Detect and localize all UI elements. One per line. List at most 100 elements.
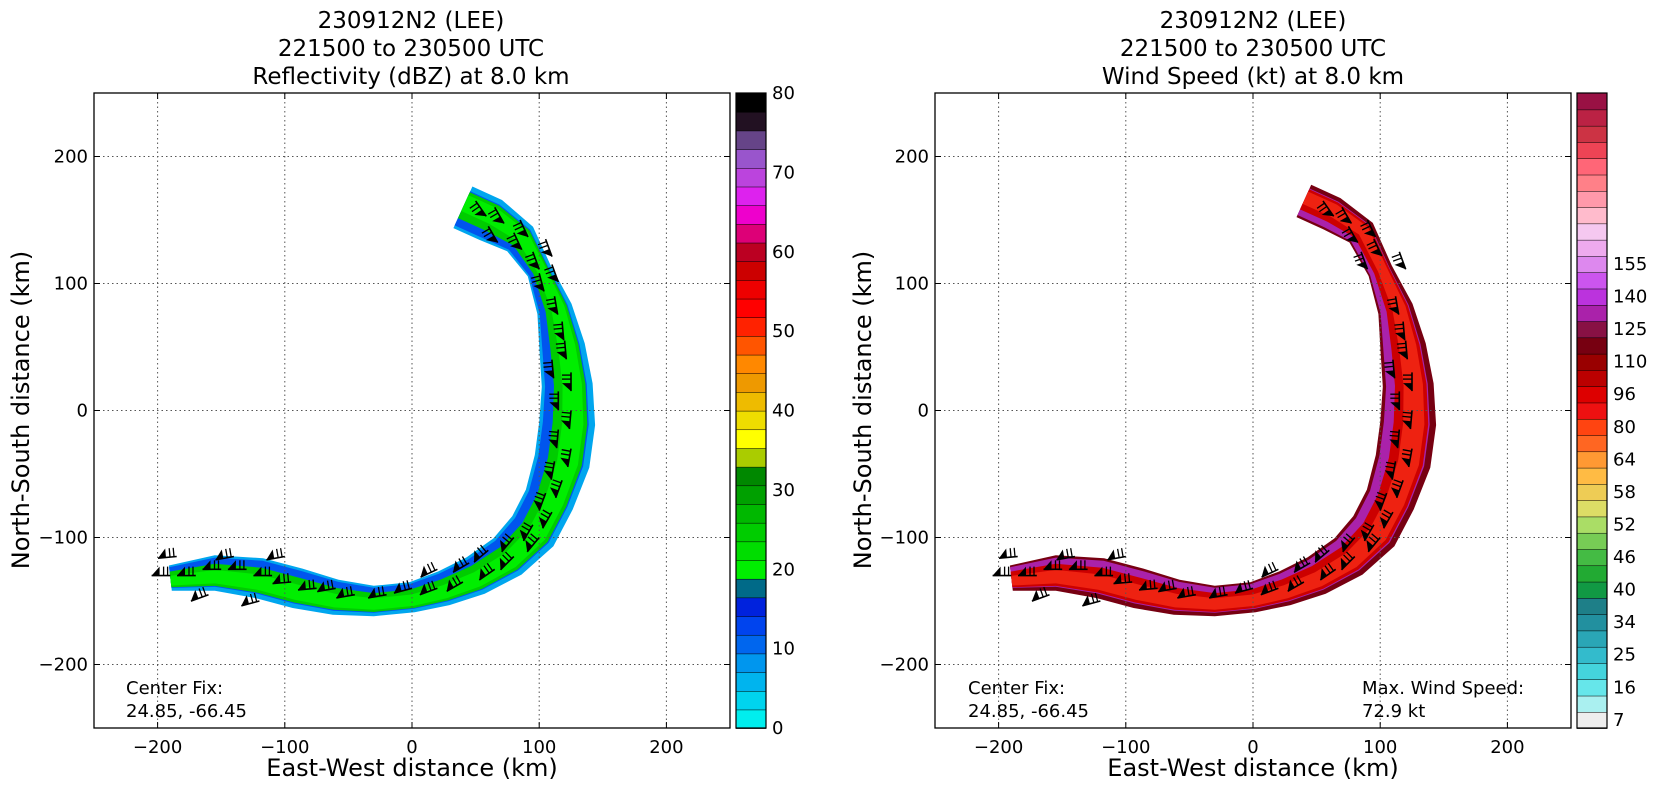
center-fix-label: Center Fix: — [126, 678, 223, 699]
colorbar-swatch — [735, 186, 767, 206]
wind-barb — [266, 548, 285, 561]
colorbar-swatch — [1576, 483, 1608, 501]
colorbar-swatch — [735, 671, 767, 692]
wind-barb — [1316, 200, 1335, 217]
wind-barb — [241, 592, 260, 607]
x-tick-label: 100 — [522, 737, 556, 758]
x-tick-label: −200 — [133, 737, 182, 758]
colorbar-swatch — [1576, 271, 1608, 290]
colorbar-swatch — [1576, 402, 1608, 420]
x-axis-label: East-West distance (km) — [266, 754, 557, 782]
wind-barb — [336, 586, 355, 599]
colorbar-swatch — [1576, 613, 1608, 632]
wind-barb — [227, 560, 247, 571]
colorbar-swatch — [735, 522, 767, 543]
wind-barb — [367, 586, 387, 599]
colorbar-swatch — [735, 653, 767, 673]
colorbar-swatch — [735, 709, 767, 729]
colorbar-swatch — [735, 428, 767, 449]
x-tick-label: 200 — [1490, 737, 1524, 758]
wind-barb — [1391, 251, 1407, 270]
colorbar-swatch — [1576, 662, 1608, 680]
wind-barb — [1374, 491, 1388, 511]
center-fix-label: Center Fix: — [968, 678, 1065, 699]
wind-barb — [506, 232, 523, 251]
wind-barb — [202, 560, 222, 571]
colorbar-tick-label: 34 — [1613, 612, 1636, 633]
colorbar-swatch — [735, 690, 767, 711]
wind-barb — [253, 566, 273, 577]
wind-barb — [1293, 556, 1311, 573]
colorbar-swatch — [735, 447, 767, 468]
colorbar-swatch — [1576, 678, 1608, 697]
colorbar-swatch — [1576, 532, 1608, 550]
colorbar-swatch — [1576, 206, 1608, 225]
wind-barb — [1360, 219, 1377, 238]
wind-barb — [538, 509, 553, 529]
colorbar-tick-label: 110 — [1613, 352, 1647, 373]
y-tick-label: 0 — [77, 401, 88, 422]
colorbar-swatch — [735, 298, 767, 318]
wind-barb — [1056, 548, 1076, 561]
colorbar-tick-label: 70 — [772, 162, 795, 183]
y-tick-label: −200 — [880, 655, 929, 676]
title-line-3: Wind Speed (kt) at 8.0 km — [1102, 64, 1404, 90]
wind-barb — [157, 547, 177, 559]
colorbar-swatch — [1576, 385, 1608, 404]
wind-barbs — [992, 200, 1413, 607]
colorbar-tick-label: 96 — [1613, 384, 1636, 405]
wind-barb — [1391, 479, 1404, 499]
colorbar-tick-label: 30 — [772, 480, 795, 501]
colorbar-swatch — [735, 503, 767, 524]
wind-barb — [533, 491, 547, 511]
colorbar-swatch — [735, 316, 767, 337]
colorbar-tick-label: 60 — [772, 242, 795, 263]
center-fix-value: 24.85, -66.45 — [126, 701, 247, 722]
wind-barb — [1394, 321, 1406, 341]
wind-barb — [446, 575, 464, 592]
wind-barb — [452, 556, 470, 573]
colorbar-swatch — [1576, 581, 1608, 599]
wind-barb — [525, 251, 540, 270]
colorbar-swatch — [735, 597, 767, 617]
y-tick-label: 100 — [54, 274, 88, 295]
colorbar-swatch — [1576, 304, 1608, 322]
colorbar-swatch — [735, 260, 767, 281]
colorbar-swatch — [735, 540, 767, 561]
wind-barb — [1379, 509, 1394, 529]
colorbar-swatch — [735, 391, 767, 412]
wind-barb — [177, 566, 196, 577]
colorbar-swatch — [1576, 467, 1608, 485]
axis-ticks: −200 −100 0 100 200 −200 −100 0 100 200 — [39, 93, 730, 758]
wind-barb — [473, 544, 489, 563]
wind-barb — [1390, 391, 1401, 411]
colorbar-swatch — [1576, 548, 1608, 567]
colorbar-swatch — [1576, 288, 1608, 306]
wind-barb — [1353, 251, 1369, 270]
reflectivity-colorbar: 0 10 20 30 40 50 60 70 80 — [735, 83, 795, 739]
wind-barb — [992, 566, 1012, 577]
colorbar-tick-label: 25 — [1613, 645, 1636, 666]
colorbar-tick-label: 7 — [1613, 710, 1624, 731]
colorbar-swatch — [735, 111, 767, 132]
wind-barb — [561, 410, 572, 430]
wind-barb — [297, 579, 317, 591]
colorbar-swatch — [735, 372, 767, 393]
colorbar-tick-label: 58 — [1613, 482, 1636, 503]
colorbar-tick-label: 64 — [1613, 449, 1636, 470]
wind-barb — [512, 219, 529, 238]
colorbar-tick-label: 155 — [1613, 254, 1647, 275]
wind-barb — [1341, 533, 1356, 553]
wind-barb — [190, 586, 209, 602]
title-line-3: Reflectivity (dBZ) at 8.0 km — [252, 64, 569, 90]
x-tick-label: 0 — [406, 737, 417, 758]
wind-barb — [1403, 372, 1413, 392]
wind-barb — [393, 580, 413, 594]
colorbar-tick-label: 140 — [1613, 287, 1647, 308]
wind-barbs — [151, 200, 572, 607]
wind-speed-field — [1009, 184, 1437, 617]
colorbar-swatch — [1576, 418, 1608, 436]
colorbar-swatch — [1576, 695, 1608, 713]
wind-barb — [1340, 551, 1356, 571]
